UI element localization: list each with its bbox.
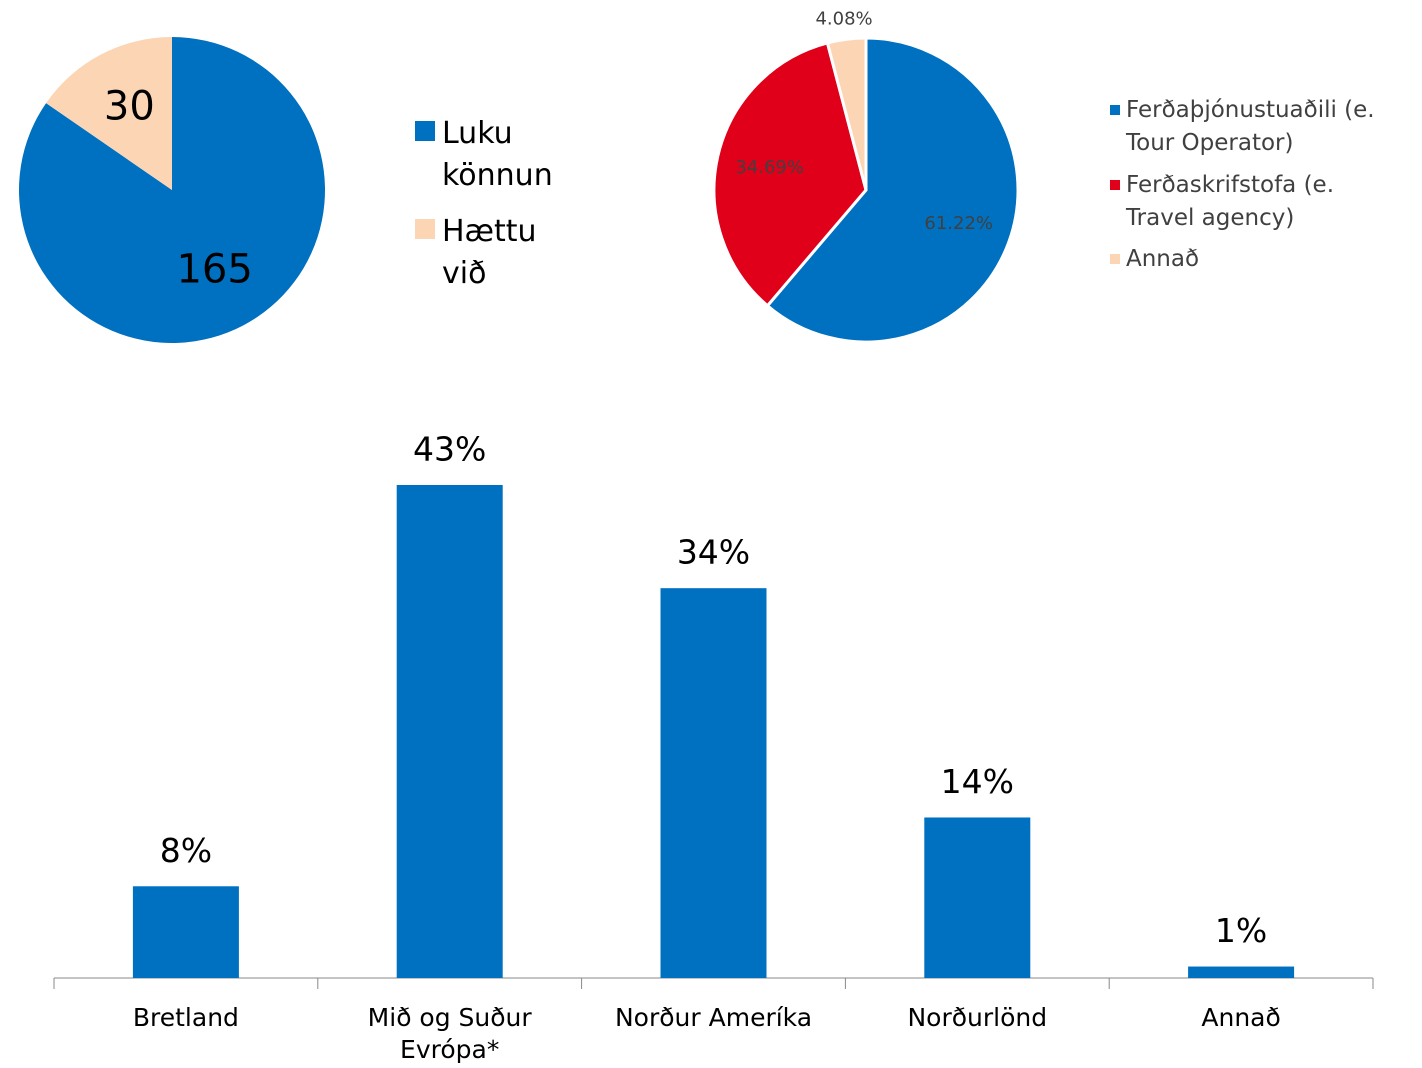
- bar: [1188, 966, 1295, 978]
- data-label: 34.69%: [735, 157, 804, 178]
- pie-slice: [712, 41, 868, 308]
- legend-item: Ferðaþjónustuaðili (e. Tour Operator): [1110, 94, 1400, 160]
- legend-label: Ferðaþjónustuaðili (e. Tour Operator): [1126, 97, 1375, 156]
- data-label: 4.08%: [815, 9, 872, 30]
- legend-swatch: [415, 121, 435, 141]
- legend-swatch: [1110, 105, 1120, 115]
- legend-item: Hættu við: [415, 211, 585, 295]
- data-label: 8%: [160, 831, 212, 870]
- legend-item: Annað: [1110, 243, 1400, 276]
- legend-label: Hættu við: [442, 214, 537, 291]
- legend-label: Ferðaskrifstofa (e. Travel agency): [1126, 172, 1334, 231]
- legend-label: Annað: [1126, 246, 1200, 272]
- x-tick-label: Annað: [1201, 1003, 1281, 1032]
- data-label: 165: [176, 246, 252, 292]
- data-label: 43%: [413, 430, 486, 469]
- bar: [924, 817, 1031, 978]
- legend-swatch: [1110, 254, 1120, 264]
- data-label: 14%: [941, 762, 1014, 801]
- data-label: 34%: [677, 533, 750, 572]
- bar: [660, 588, 767, 978]
- legend-item: Luku könnun: [415, 113, 585, 197]
- data-label: 30: [104, 84, 155, 130]
- pie-slice: [46, 37, 173, 190]
- x-tick-label: Norður Ameríka: [614, 1003, 813, 1032]
- pie-slice: [18, 37, 325, 343]
- bar: [396, 485, 503, 978]
- data-label: 61.22%: [924, 213, 993, 234]
- x-tick-label: Norðurlönd: [907, 1003, 1048, 1032]
- pie-slice: [825, 36, 868, 191]
- legend-swatch: [1110, 180, 1120, 190]
- legend-swatch: [415, 219, 435, 239]
- data-label: 1%: [1215, 911, 1267, 950]
- x-tick-label: Bretland: [132, 1003, 239, 1032]
- legend-item: Ferðaskrifstofa (e. Travel agency): [1110, 169, 1400, 235]
- pie-slice: [765, 36, 1020, 344]
- x-tick-label: Mið og Suður Evrópa*: [367, 1003, 532, 1064]
- legend-label: Luku könnun: [442, 116, 553, 193]
- bar: [132, 886, 239, 978]
